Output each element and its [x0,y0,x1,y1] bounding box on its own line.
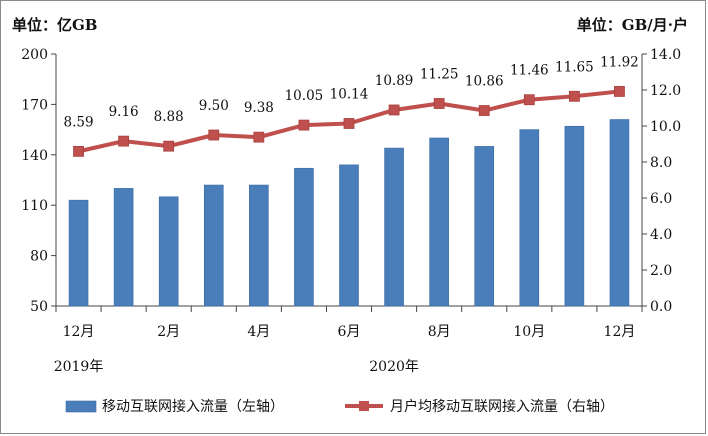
line-marker [163,140,175,152]
right-tick-label: 8.0 [650,155,672,171]
right-unit-label: 单位：GB/月·户 [577,16,688,34]
line-marker [208,129,220,141]
right-tick-label: 0.0 [650,299,672,315]
data-label: 11.25 [420,67,459,83]
bar [609,119,630,307]
data-label: 8.88 [154,109,184,125]
bar-series [68,119,630,307]
left-tick-label: 140 [21,148,48,164]
data-label: 9.16 [109,104,139,120]
line-marker [388,104,400,116]
data-label: 9.38 [244,100,274,116]
bar [474,146,495,307]
x-tick-label: 6月 [338,324,361,340]
line-marker [433,98,445,109]
x-tick-label: 4月 [247,324,270,340]
x-axis: 12月 2月 4月 6月 8月 10月 12月 2019年 2020年 [54,306,643,375]
data-label: 11.46 [510,63,549,79]
left-tick-label: 110 [21,198,48,214]
year-label: 2019年 [54,359,104,375]
bar [113,188,134,307]
line-series [73,86,625,157]
data-label: 9.50 [199,98,229,114]
right-tick-label: 6.0 [650,191,672,207]
line-marker [253,131,265,143]
line-marker [568,90,580,102]
data-labels: 8.59 9.16 8.88 9.50 9.38 10.05 10.14 10.89 11.25… [64,54,639,130]
legend: 移动互联网接入流量（左轴） 月户均移动互联网接入流量（右轴） [65,398,614,415]
left-tick-label: 170 [21,97,48,113]
data-label: 10.89 [375,73,414,89]
data-label: 10.86 [465,74,504,90]
bar [519,129,540,307]
bar [158,196,179,307]
x-tick-label: 8月 [428,324,451,340]
legend-bar-label: 移动互联网接入流量（左轴） [102,398,284,415]
legend-line-marker [359,401,369,411]
axes: 50 80 110 140 170 200 0.0 2.0 4.0 6.0 8.0 10.0 12.0 1… [21,47,681,315]
x-tick-label: 2月 [157,324,180,340]
bar [249,184,269,307]
bar [294,167,314,307]
right-tick-label: 12.0 [650,83,681,99]
line-marker [298,119,310,131]
line-marker [343,118,355,129]
bar [429,137,449,307]
left-tick-label: 200 [21,47,48,63]
right-tick-label: 2.0 [650,263,672,279]
x-tick-label: 10月 [513,324,545,340]
line-marker [73,145,84,157]
bar [203,184,224,307]
legend-bar-swatch [65,400,97,413]
x-tick-label: 12月 [604,324,636,340]
bar [68,199,89,307]
bar [564,125,585,307]
line-marker [523,94,535,106]
bar [384,147,404,307]
data-label: 10.05 [285,88,324,104]
data-label: 10.14 [330,86,369,102]
data-label: 8.59 [64,114,94,130]
line-marker [614,86,625,97]
data-label: 11.65 [555,59,594,75]
line-marker [118,135,130,147]
x-tick-label: 12月 [63,324,95,340]
left-unit-label: 单位：亿GB [12,16,98,34]
left-tick-label: 80 [30,249,48,265]
right-tick-label: 10.0 [650,119,681,135]
legend-line-label: 月户均移动互联网接入流量（右轴） [390,398,614,415]
line-marker [478,105,490,116]
year-label: 2020年 [369,359,419,375]
bar [339,164,359,307]
left-tick-label: 50 [30,299,48,315]
right-tick-label: 14.0 [650,47,681,63]
data-label: 11.92 [600,54,639,70]
right-tick-label: 4.0 [650,227,672,243]
